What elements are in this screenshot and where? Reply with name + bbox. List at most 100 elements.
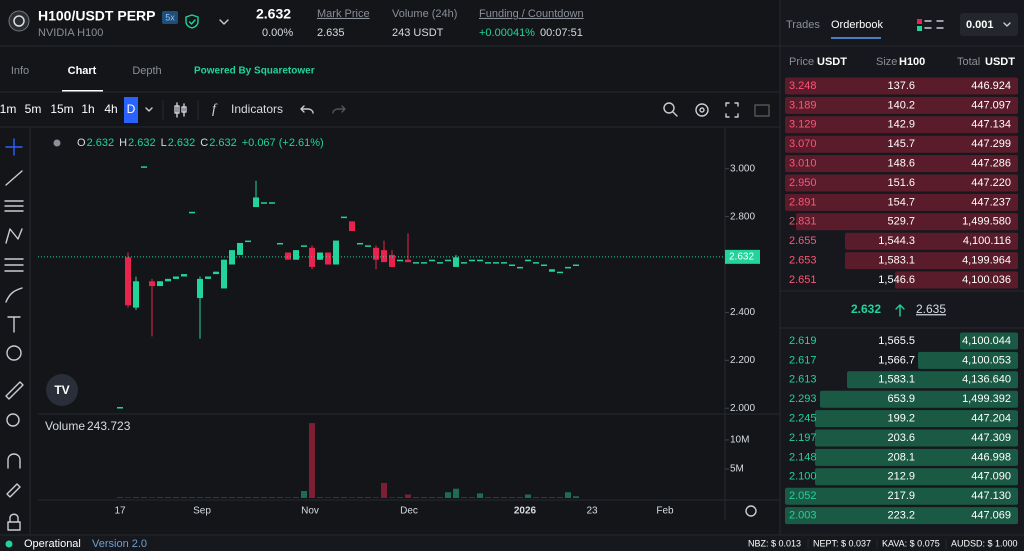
symbol[interactable]: H100/USDT PERP	[38, 8, 155, 24]
price[interactable]: 2.052	[789, 490, 817, 502]
interval[interactable]: 5m	[25, 102, 42, 116]
price[interactable]: 2.617	[789, 354, 817, 366]
view-icons[interactable]	[924, 20, 944, 29]
price[interactable]: 3.070	[789, 138, 817, 150]
ob-last: 2.632	[851, 302, 881, 316]
status-dot	[5, 540, 13, 548]
size: 208.1	[887, 451, 915, 463]
candle-body	[541, 264, 547, 267]
price[interactable]: 2.950	[789, 177, 817, 189]
brush-tool[interactable]	[5, 287, 23, 303]
fullscreen-icon[interactable]	[725, 102, 739, 118]
size: 154.7	[887, 196, 915, 208]
ask-depth	[785, 116, 1018, 134]
price[interactable]: 2.245	[789, 413, 817, 425]
price[interactable]: 2.197	[789, 432, 817, 444]
interval[interactable]: D	[127, 102, 136, 116]
legend-value: 2.632	[128, 137, 156, 149]
lock-drawing-tool[interactable]	[6, 483, 21, 498]
lock-tool[interactable]	[7, 513, 21, 531]
chart-type-icon[interactable]	[174, 102, 187, 118]
interval[interactable]: 1m	[0, 102, 16, 116]
volume-bar	[173, 497, 179, 498]
candle-body	[365, 245, 371, 247]
price[interactable]: 2.655	[789, 235, 817, 247]
mark-price-label: Mark Price	[317, 8, 370, 20]
price[interactable]: 2.003	[789, 510, 817, 522]
tick-size-select[interactable]	[960, 13, 1018, 36]
candle-body	[517, 266, 523, 269]
indicators-button[interactable]: Indicators	[231, 102, 283, 116]
price[interactable]: 2.293	[789, 393, 817, 405]
x-tick-label: Sep	[193, 506, 211, 517]
ticker: KAVA: $ 0.075	[882, 538, 940, 548]
candle-body	[373, 247, 379, 260]
legend-dot	[53, 139, 61, 147]
search-icon[interactable]	[663, 102, 675, 114]
price[interactable]: 2.831	[789, 216, 817, 228]
price[interactable]: 3.129	[789, 119, 817, 131]
price[interactable]: 2.148	[789, 451, 817, 463]
price[interactable]: 2.891	[789, 196, 817, 208]
y-tick-label: 2.200	[730, 355, 755, 366]
trendline-tool[interactable]	[5, 170, 23, 186]
interval[interactable]: 1h	[81, 102, 94, 116]
total: 4,136.640	[962, 374, 1011, 386]
settings-icon[interactable]	[695, 103, 709, 117]
tab[interactable]: Depth	[132, 65, 161, 77]
volume-bar	[357, 497, 363, 498]
price[interactable]: 3.189	[789, 99, 817, 111]
ask-depth	[845, 252, 1018, 270]
candle-body	[429, 259, 435, 262]
price[interactable]: 2.619	[789, 335, 817, 347]
candle-body	[525, 259, 531, 262]
volume-bar	[333, 497, 339, 498]
volume-bar	[317, 497, 323, 498]
ob-tab-active[interactable]: Orderbook	[831, 19, 883, 31]
tv-logo[interactable]	[46, 374, 78, 406]
fib-tool[interactable]	[4, 200, 24, 212]
ticker: AUDSD: $ 1.000	[951, 538, 1018, 548]
emoji-tool[interactable]	[6, 345, 22, 361]
price[interactable]: 2.653	[789, 255, 817, 267]
tab-active[interactable]: Chart	[68, 65, 97, 77]
undo-icon[interactable]	[300, 105, 314, 114]
bid-depth	[847, 371, 1018, 389]
axis-settings-icon[interactable]	[745, 505, 757, 517]
measure-tool[interactable]	[5, 381, 24, 400]
verified-icon	[185, 14, 199, 29]
interval[interactable]: 15m	[50, 102, 73, 116]
ob-tab[interactable]: Trades	[786, 19, 820, 31]
redo-icon[interactable]	[332, 105, 346, 114]
symbol-dropdown[interactable]	[219, 19, 229, 25]
footer	[0, 535, 1024, 551]
volume-label: Volume (24h)	[392, 8, 457, 20]
price[interactable]: 2.613	[789, 374, 817, 386]
tick-size-chevron	[1003, 22, 1011, 27]
price[interactable]: 2.651	[789, 274, 817, 286]
size: 217.9	[887, 490, 915, 502]
view-both-icon[interactable]	[917, 19, 922, 24]
zoom-tool[interactable]	[6, 413, 20, 427]
pattern-tool[interactable]	[5, 228, 23, 244]
crosshair-tool[interactable]	[5, 138, 23, 156]
interval[interactable]: 4h	[104, 102, 117, 116]
screenshot-icon[interactable]	[754, 104, 770, 117]
interval-active-bg	[124, 97, 138, 123]
tab[interactable]: Info	[11, 65, 29, 77]
price[interactable]: 3.248	[789, 80, 817, 92]
size: 529.7	[887, 216, 915, 228]
price[interactable]: 2.100	[789, 471, 817, 483]
candle-body	[165, 278, 171, 282]
volume-bar	[501, 497, 507, 498]
projection-tool[interactable]	[4, 258, 24, 272]
text-tool[interactable]	[7, 316, 21, 333]
candle-body	[253, 197, 259, 208]
magnet-tool[interactable]	[7, 453, 21, 469]
size: 1,583.1	[878, 374, 915, 386]
version: Version 2.0	[92, 538, 147, 550]
price[interactable]: 3.010	[789, 158, 817, 170]
bid-depth	[820, 390, 1018, 408]
interval-dropdown[interactable]	[145, 107, 153, 112]
candle-body	[421, 262, 427, 264]
